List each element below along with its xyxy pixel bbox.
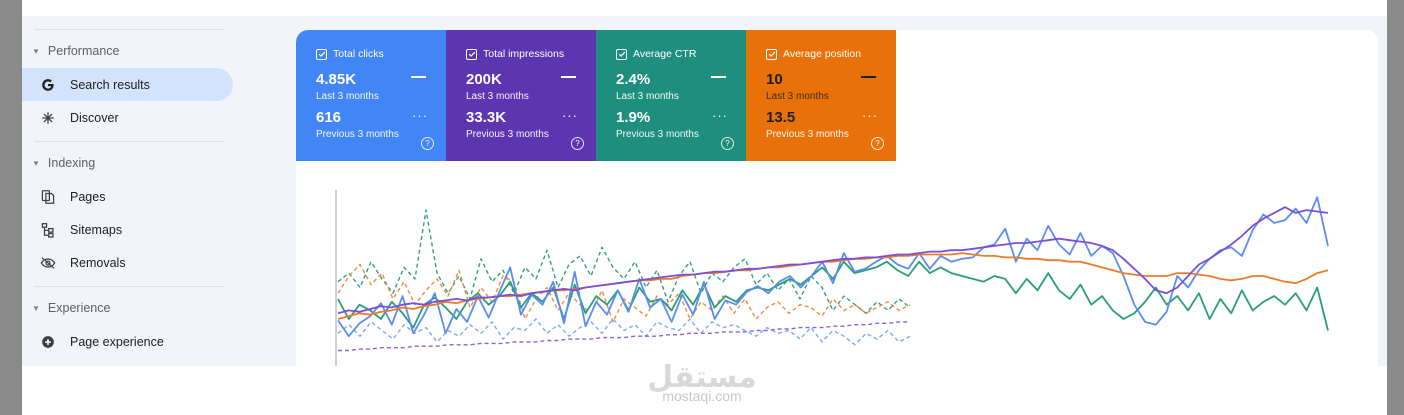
sidebar-item-sitemaps[interactable]: Sitemaps [22,213,233,246]
sidebar-item-label: Pages [70,189,106,204]
sidebar-item-label: Search results [70,77,150,92]
solid-line-legend-icon [561,76,576,78]
plus-circle-icon [38,332,58,352]
section-label: Experience [47,301,111,315]
solid-line-legend-icon [411,76,426,78]
checkbox-checked-icon[interactable] [466,48,477,60]
series-line-impressions-current [337,206,1329,315]
section-label: Performance [47,44,120,58]
top-strip [22,0,1387,16]
checkbox-checked-icon[interactable] [316,48,327,60]
sidebar-item-label: Sitemaps [70,222,123,237]
metric-value: 200K [466,71,502,88]
sitemap-icon [38,220,58,240]
metric-value: 10 [766,71,783,88]
help-icon[interactable]: ? [721,137,734,150]
metric-tile-average-position[interactable]: Average position 10 Last 3 months 13.5 P… [746,30,896,161]
series-line-position-previous [337,263,911,323]
metric-tile-total-clicks[interactable]: Total clicks 4.85K Last 3 months 616 Pre… [296,30,446,161]
sidebar-item-pages[interactable]: Pages [22,180,233,213]
metric-tile-average-ctr[interactable]: Average CTR 2.4% Last 3 months 1.9% Prev… [596,30,746,161]
section-indexing[interactable]: ▼ Indexing [32,156,95,170]
sidebar-item-page-experience[interactable]: Page experience [22,325,233,358]
metric-tile-total-impressions[interactable]: Total impressions 200K Last 3 months 33.… [446,30,596,161]
series-line-ctr-current [337,260,1329,331]
collapse-triangle-icon: ▼ [32,303,40,313]
help-icon[interactable]: ? [421,137,434,150]
metric-prev-value: 616 [316,109,342,126]
sidebar-item-removals[interactable]: Removals [22,246,233,279]
metric-value: 2.4% [616,71,651,88]
sidebar-item-search-results[interactable]: Search results [22,68,233,101]
sidebar-item-discover[interactable]: Discover [22,101,233,134]
sidebar-divider [34,29,224,30]
metric-title: Average CTR [633,48,697,60]
sidebar-item-label: Page experience [70,334,164,349]
collapse-triangle-icon: ▼ [32,158,40,168]
sidebar-divider [34,141,224,142]
watermark-logo: مستقل [647,360,757,395]
help-icon[interactable]: ? [571,137,584,150]
series-line-ctr-previous [337,209,911,315]
metric-prev-period: Previous 3 months [316,129,399,140]
sidebar-item-label: Discover [70,110,119,125]
section-experience[interactable]: ▼ Experience [32,301,110,315]
metric-period: Last 3 months [766,91,829,102]
metric-prev-period: Previous 3 months [466,129,549,140]
checkbox-checked-icon[interactable] [616,48,627,60]
sidebar-item-label: Removals [70,255,126,270]
performance-chart[interactable] [326,180,1346,366]
metric-period: Last 3 months [316,91,379,102]
performance-card: Total clicks 4.85K Last 3 months 616 Pre… [296,30,1378,366]
watermark-text: mostaqi.com [662,388,742,404]
metric-title: Average position [783,48,862,60]
section-performance[interactable]: ▼ Performance [32,44,119,58]
metric-title: Total impressions [483,48,565,60]
dashed-line-legend-icon: ··· [412,108,428,123]
metric-value: 4.85K [316,71,357,88]
search-console-app: ▼ Performance Search results Discover ▼ … [22,16,1387,366]
metric-prev-value: 1.9% [616,109,651,126]
help-icon[interactable]: ? [871,137,884,150]
metric-prev-value: 13.5 [766,109,796,126]
metric-tiles: Total clicks 4.85K Last 3 months 616 Pre… [296,30,896,161]
checkbox-checked-icon[interactable] [766,48,777,60]
series-line-impressions-previous [338,321,910,352]
dashed-line-legend-icon: ··· [862,108,878,123]
left-frame [0,0,22,415]
page-below [22,366,1387,415]
dashed-line-legend-icon: ··· [562,108,578,123]
google-g-icon [38,75,58,95]
eye-off-icon [38,253,58,273]
metric-prev-value: 33.3K [466,109,507,126]
collapse-triangle-icon: ▼ [32,46,40,56]
section-label: Indexing [47,156,96,170]
sidebar: ▼ Performance Search results Discover ▼ … [22,16,296,366]
dashed-line-legend-icon: ··· [712,108,728,123]
series-line-clicks-previous [337,318,911,346]
metric-period: Last 3 months [466,91,529,102]
right-frame [1387,0,1404,415]
series-line-clicks-current [337,196,1329,338]
metric-prev-period: Previous 3 months [766,129,849,140]
solid-line-legend-icon [861,76,876,78]
metric-prev-period: Previous 3 months [616,129,699,140]
asterisk-icon [38,108,58,128]
pages-icon [38,187,58,207]
metric-period: Last 3 months [616,91,679,102]
metric-title: Total clicks [333,48,384,60]
sidebar-divider [34,286,224,287]
solid-line-legend-icon [711,76,726,78]
